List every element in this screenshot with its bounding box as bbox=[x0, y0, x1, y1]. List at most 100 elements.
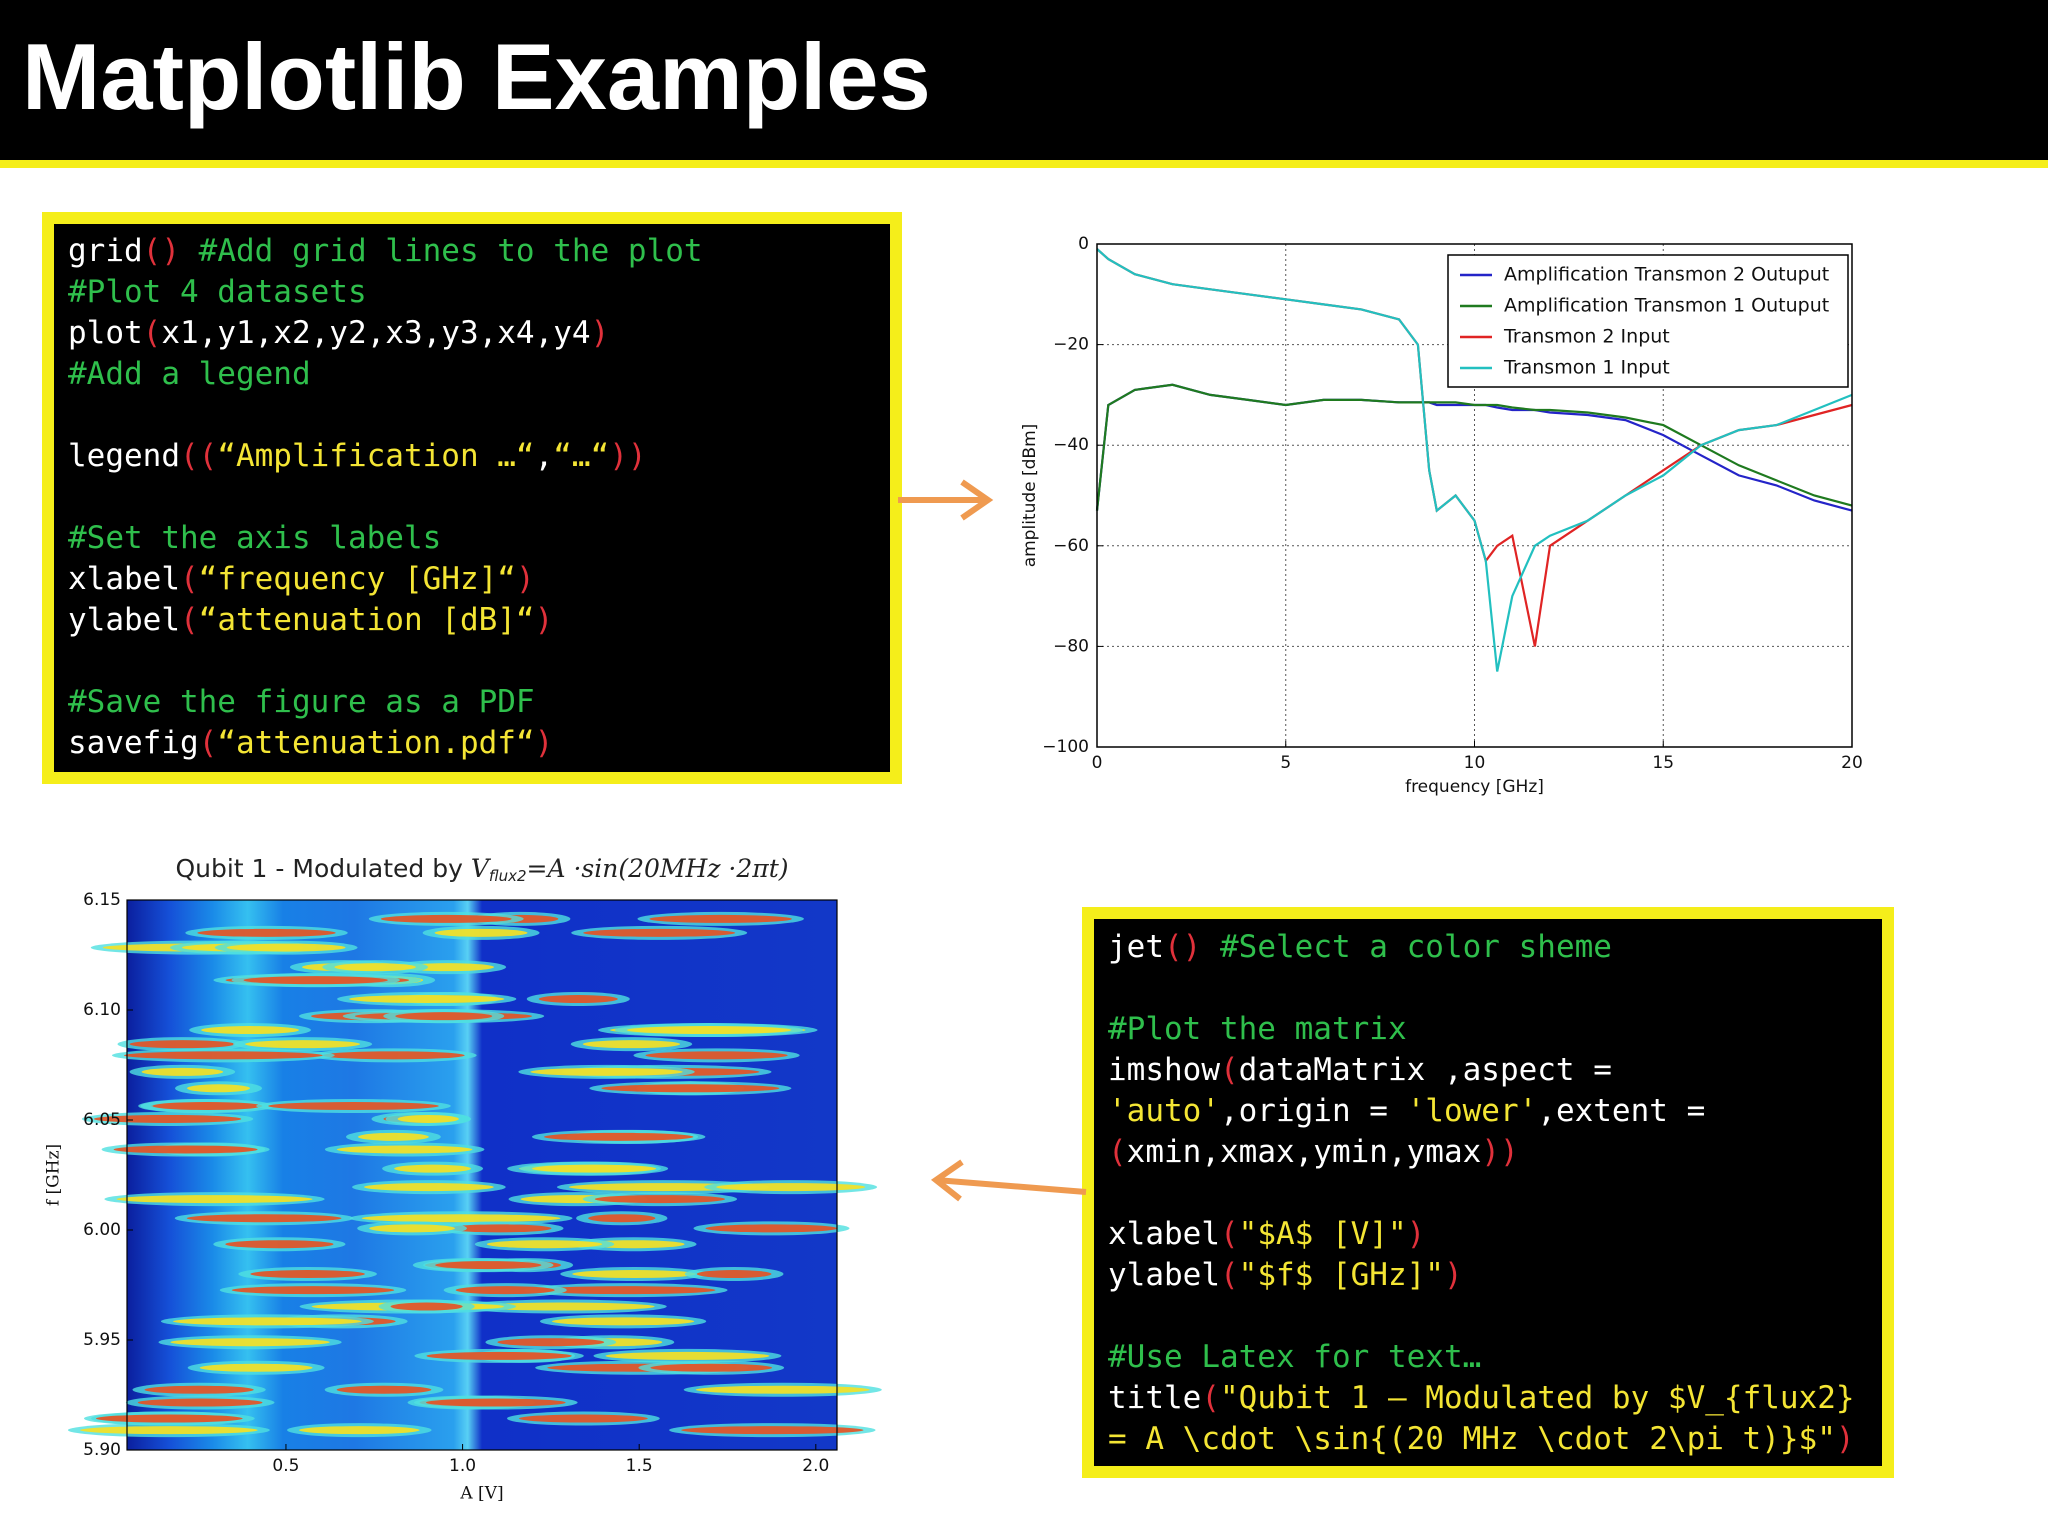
heatmap-texture bbox=[605, 1351, 770, 1360]
y-tick-label: −100 bbox=[1042, 737, 1089, 757]
y-tick-label: 5.90 bbox=[83, 1440, 121, 1460]
heatmap-texture bbox=[299, 1426, 420, 1435]
heatmap-texture bbox=[201, 1026, 299, 1035]
heatmap-texture bbox=[390, 1302, 463, 1311]
code-box bbox=[1082, 907, 1894, 1478]
code-line: (xmin,xmax,ymin,ymax)) bbox=[1108, 1134, 1519, 1170]
y-tick-label: −60 bbox=[1053, 536, 1089, 556]
code-line: = A \cdot \sin{(20 MHz \cdot 2\pi t)}$") bbox=[1108, 1421, 1855, 1457]
x-tick-label: 20 bbox=[1841, 753, 1863, 773]
heatmap-texture bbox=[681, 1426, 864, 1435]
heatmap-texture bbox=[426, 1351, 572, 1360]
heatmap-texture bbox=[231, 1286, 395, 1295]
y-tick-label: −40 bbox=[1053, 435, 1089, 455]
heatmap-texture bbox=[530, 1067, 683, 1076]
heatmap-texture bbox=[369, 1224, 455, 1233]
title-part: Qubit 1 - Modulated by bbox=[175, 854, 470, 883]
legend-label: Amplification Transmon 1 Outuput bbox=[1504, 295, 1829, 317]
y-tick-label: 6.10 bbox=[83, 1000, 121, 1020]
heatmap-texture bbox=[322, 1051, 465, 1060]
heatmap-texture bbox=[152, 1102, 263, 1111]
code-line: #Add a legend bbox=[68, 356, 311, 392]
y-tick-label: −20 bbox=[1053, 335, 1089, 355]
arrow bbox=[898, 479, 1087, 1202]
heatmap-texture bbox=[137, 1398, 263, 1407]
x-tick-label: 2.0 bbox=[802, 1456, 829, 1476]
heatmap-texture bbox=[79, 1426, 258, 1435]
code-line: jet() #Select a color sheme bbox=[1108, 929, 1612, 965]
heatmap-texture bbox=[435, 1261, 542, 1270]
legend-label: Amplification Transmon 2 Outuput bbox=[1504, 264, 1829, 286]
title-part: flux2 bbox=[489, 867, 527, 885]
x-tick-label: 5 bbox=[1280, 753, 1291, 773]
plot-frame bbox=[1096, 243, 1853, 748]
heatmap-texture bbox=[536, 1286, 716, 1295]
x-tick-label: 15 bbox=[1652, 753, 1674, 773]
heatmap-texture bbox=[268, 1102, 439, 1111]
heatmap-texture bbox=[582, 1040, 681, 1049]
heatmap-texture bbox=[129, 1040, 235, 1049]
x-tick-label: 1.5 bbox=[626, 1456, 653, 1476]
heatmap-texture bbox=[696, 1270, 772, 1279]
code-line: 'auto',origin = 'lower',extent = bbox=[1108, 1093, 1705, 1129]
heatmap-texture bbox=[394, 1164, 472, 1173]
heatmap-texture bbox=[197, 928, 336, 937]
slide-title: Matplotlib Examples bbox=[22, 24, 931, 129]
header-bar bbox=[0, 0, 2048, 160]
y-tick-label: 6.00 bbox=[83, 1220, 121, 1240]
heatmap-texture bbox=[358, 1132, 429, 1141]
code-line: #Use Latex for text… bbox=[1108, 1339, 1481, 1375]
heatmap-texture bbox=[650, 1363, 773, 1372]
heatmap-texture bbox=[583, 928, 736, 937]
code-line: #Save the figure as a PDF bbox=[68, 684, 535, 720]
heatmap-texture bbox=[434, 928, 528, 937]
heatmap-texture bbox=[705, 1224, 838, 1233]
code-line: #Plot the matrix bbox=[1108, 1011, 1407, 1047]
code-line: ylabel("$f$ [GHz]") bbox=[1108, 1257, 1463, 1293]
x-axis-label: frequency [GHz] bbox=[1405, 777, 1544, 797]
heatmap-texture bbox=[245, 1040, 361, 1049]
heatmap-texture bbox=[226, 943, 346, 952]
heatmap-texture bbox=[380, 914, 512, 923]
x-tick-label: 0 bbox=[1092, 753, 1103, 773]
y-tick-label: 5.95 bbox=[83, 1330, 121, 1350]
heatmap-texture bbox=[447, 1224, 552, 1233]
heatmap-texture bbox=[364, 1183, 494, 1192]
code-line: #Set the axis labels bbox=[68, 520, 441, 556]
heatmap-texture bbox=[397, 1114, 459, 1123]
y-tick-label: 0 bbox=[1078, 234, 1089, 254]
code-line: plot(x1,y1,x2,y2,x3,y3,x4,y4) bbox=[68, 315, 609, 351]
heatmap-texture bbox=[543, 1132, 694, 1141]
title-part: V bbox=[471, 854, 492, 883]
heatmap-texture bbox=[470, 1302, 655, 1311]
heatmap-texture bbox=[336, 1385, 432, 1394]
heatmap-texture bbox=[199, 1363, 313, 1372]
y-tick-label: 6.15 bbox=[83, 890, 121, 910]
heatmap-texture bbox=[645, 1051, 788, 1060]
heatmap-texture bbox=[594, 1195, 726, 1204]
legend-label: Transmon 1 Input bbox=[1503, 357, 1670, 379]
heatmap-texture bbox=[572, 1270, 697, 1279]
chart-title: Qubit 1 - Modulated by Vflux2=A ·sin(20M… bbox=[175, 854, 788, 885]
heatmap-texture bbox=[455, 1286, 555, 1295]
heatmap-texture bbox=[486, 1240, 603, 1249]
x-axis-label: A [V] bbox=[459, 1484, 503, 1504]
heatmap-texture bbox=[649, 914, 792, 923]
heatmap-texture bbox=[113, 1145, 258, 1154]
heatmap-texture bbox=[551, 1317, 695, 1326]
heatmap-texture bbox=[93, 1114, 242, 1123]
heatmap-texture bbox=[124, 1051, 323, 1060]
code-line: xlabel("$A$ [V]") bbox=[1108, 1216, 1425, 1252]
heatmap-texture bbox=[425, 1398, 566, 1407]
heatmap-texture bbox=[395, 1012, 493, 1021]
heatmap-texture bbox=[172, 1317, 362, 1326]
heatmap-texture bbox=[716, 1183, 866, 1192]
y-tick-label: −80 bbox=[1053, 636, 1089, 656]
code-line: ylabel(“attenuation [dB]“) bbox=[68, 602, 553, 638]
code-line: imshow(dataMatrix ,aspect = bbox=[1108, 1052, 1612, 1088]
series-line bbox=[1096, 248, 1853, 672]
code-line: #Plot 4 datasets bbox=[68, 274, 367, 310]
heatmap-texture bbox=[497, 1338, 605, 1347]
code-line: grid() #Add grid lines to the plot bbox=[68, 233, 703, 269]
